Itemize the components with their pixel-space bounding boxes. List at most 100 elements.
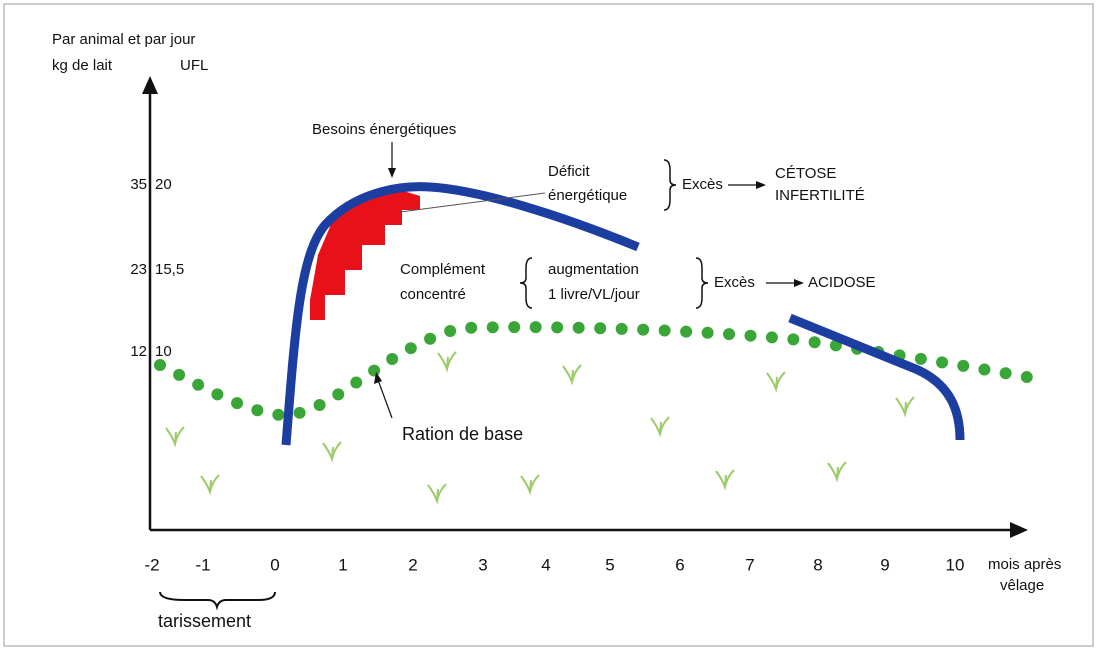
dot <box>386 353 398 365</box>
x-tick-label: 5 <box>605 555 614 574</box>
grass-tuft <box>166 427 184 444</box>
dot <box>314 399 326 411</box>
dot <box>211 388 223 400</box>
dot <box>573 322 585 334</box>
annotation: INFERTILITÉ <box>775 187 865 204</box>
x-tick-label: -2 <box>144 555 159 574</box>
frame <box>4 4 1093 646</box>
dot <box>487 321 499 333</box>
dot <box>915 353 927 365</box>
grass-tuft <box>767 372 785 389</box>
pointer <box>378 380 392 418</box>
annotation: concentré <box>400 286 466 303</box>
annotation: énergétique <box>548 187 627 204</box>
x-tick-label: 4 <box>541 555 550 574</box>
dot <box>154 359 166 371</box>
grass-tuft <box>323 442 341 459</box>
dot <box>1000 367 1012 379</box>
dot <box>251 404 263 416</box>
annotation: Ration de base <box>402 424 523 444</box>
x-tick-label: 1 <box>338 555 347 574</box>
grass-tuft <box>438 352 456 369</box>
brace <box>664 160 676 210</box>
grass-tuft <box>428 484 446 501</box>
annotation: 1 livre/VL/jour <box>548 286 640 303</box>
dot <box>637 324 649 336</box>
x-tick-label: 0 <box>270 555 279 574</box>
annotation: Excès <box>714 274 755 291</box>
annotation: Excès <box>682 176 723 193</box>
y-ticks: 35202315,51210 <box>130 176 184 360</box>
x-ticks: -2 -1 0 1 2 3 4 5 6 7 8 9 10 <box>144 555 964 574</box>
dot <box>530 321 542 333</box>
annotation: ACIDOSE <box>808 274 876 291</box>
dot <box>1021 371 1033 383</box>
grass <box>166 352 914 501</box>
dot <box>978 364 990 376</box>
y-tick-label: 12 <box>130 343 147 360</box>
diagram: Par animal et par jour kg de lait UFL mo… <box>0 0 1097 650</box>
grass-tuft <box>716 470 734 487</box>
dot <box>659 325 671 337</box>
y-title: kg de lait <box>52 57 113 74</box>
x-tick-label: 10 <box>946 555 965 574</box>
dot <box>787 333 799 345</box>
pointer <box>388 168 396 178</box>
dot <box>936 356 948 368</box>
x-arrow <box>1010 522 1028 538</box>
dot <box>294 407 306 419</box>
x-tick-label: 7 <box>745 555 754 574</box>
grass-tuft <box>896 397 914 414</box>
brace <box>160 592 275 607</box>
dot <box>424 333 436 345</box>
dot <box>173 369 185 381</box>
grass-tuft <box>651 417 669 434</box>
x-tick-label: 8 <box>813 555 822 574</box>
brace <box>520 258 532 308</box>
x-tick-label: 3 <box>478 555 487 574</box>
dot <box>405 342 417 354</box>
grass-tuft <box>828 462 846 479</box>
dot <box>332 388 344 400</box>
annotation: Complément <box>400 261 486 278</box>
y-arrow <box>142 76 158 94</box>
annotation: Besoins énergétiques <box>312 121 456 138</box>
dot <box>508 321 520 333</box>
arrow <box>756 181 766 189</box>
dot <box>231 397 243 409</box>
y-tick-label: 15,5 <box>155 261 184 278</box>
dot <box>957 360 969 372</box>
dot <box>766 331 778 343</box>
brace <box>696 258 708 308</box>
x-title: mois après <box>988 556 1061 573</box>
y-tick-label: 20 <box>155 176 172 193</box>
annotation: Déficit <box>548 163 591 180</box>
x-tick-label: 9 <box>880 555 889 574</box>
dot <box>680 326 692 338</box>
x-title: vêlage <box>1000 577 1044 594</box>
grass-tuft <box>563 365 581 382</box>
dot <box>350 377 362 389</box>
grass-tuft <box>201 475 219 492</box>
y-tick-label: 35 <box>130 176 147 193</box>
dot <box>465 322 477 334</box>
dot <box>809 336 821 348</box>
dot <box>723 328 735 340</box>
dot <box>702 327 714 339</box>
annotation: tarissement <box>158 611 251 631</box>
dot <box>616 323 628 335</box>
dot <box>272 409 284 421</box>
y-title: UFL <box>180 57 208 74</box>
arrow <box>794 279 804 287</box>
dot <box>594 322 606 334</box>
x-tick-label: 2 <box>408 555 417 574</box>
x-tick-label: -1 <box>195 555 210 574</box>
y-tick-label: 10 <box>155 343 172 360</box>
dot <box>744 330 756 342</box>
dot <box>551 321 563 333</box>
x-tick-label: 6 <box>675 555 684 574</box>
grass-tuft <box>521 475 539 492</box>
dot <box>368 365 380 377</box>
annotation: augmentation <box>548 261 639 278</box>
dot <box>444 325 456 337</box>
